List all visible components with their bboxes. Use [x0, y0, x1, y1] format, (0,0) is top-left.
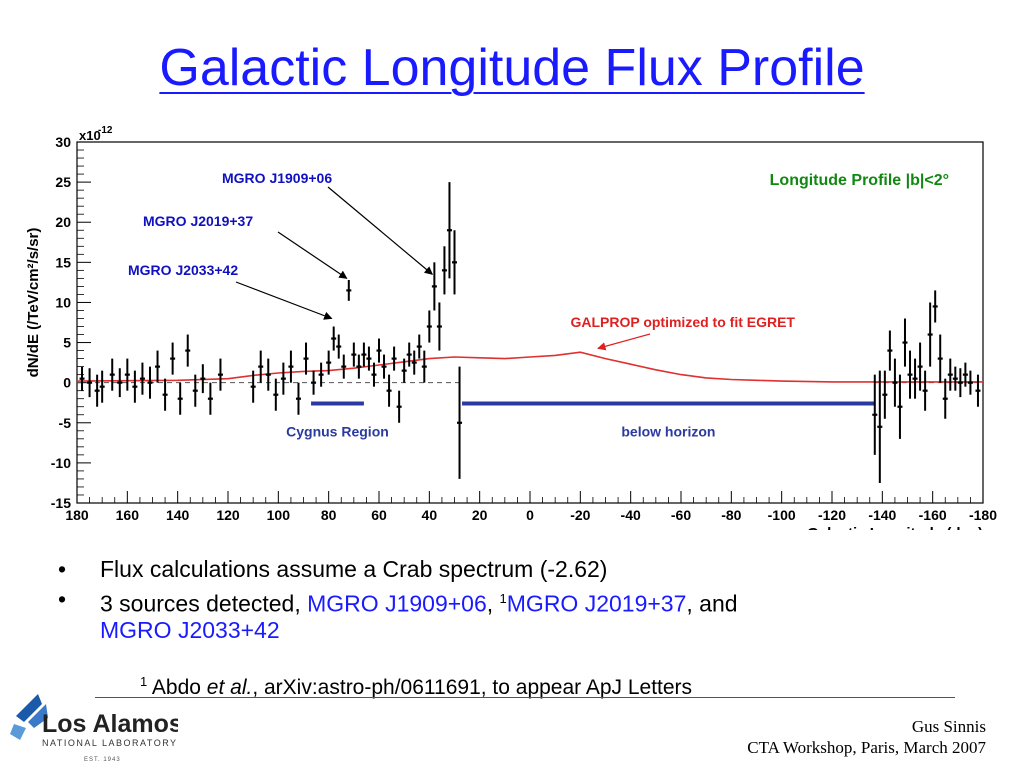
y-tick-label: 0	[63, 375, 71, 391]
author-name: Gus Sinnis	[911, 717, 986, 736]
footnote-text-2: , arXiv:astro-ph/0611691, to appear ApJ …	[252, 676, 693, 699]
footnote-text: Abdo	[147, 676, 207, 699]
x-tick-label: 80	[321, 507, 337, 523]
region-label: Cygnus Region	[286, 424, 389, 440]
source-annotation: MGRO J1909+06	[222, 170, 332, 186]
x-tick-label: -80	[721, 507, 741, 523]
annotation-arrow	[277, 231, 348, 279]
y-tick-label: 30	[55, 134, 71, 150]
x-tick-label: 160	[116, 507, 140, 523]
x-axis-label: Galactic Longitude (deg)	[807, 525, 983, 530]
y-tick-label: 5	[63, 335, 71, 351]
galprop-label: GALPROP optimized to fit EGRET	[570, 314, 795, 330]
footnote-ref: 1	[499, 591, 507, 606]
y-tick-label: -5	[59, 415, 72, 431]
x-tick-label: -100	[768, 507, 796, 523]
bullet-item-2: • 3 sources detected, MGRO J1909+06, 1MG…	[58, 586, 958, 643]
galprop-arrow	[597, 333, 651, 351]
separator-text: , and	[686, 590, 738, 617]
x-tick-label: 20	[472, 507, 488, 523]
source-annotation: MGRO J2019+37	[143, 213, 253, 229]
annotation-arrow	[235, 281, 333, 320]
y-tick-label: 20	[55, 214, 71, 230]
x-tick-label: -160	[919, 507, 947, 523]
x-tick-label: 40	[422, 507, 438, 523]
page-title: Galactic Longitude Flux Profile	[159, 39, 865, 97]
bullet-list: • Flux calculations assume a Crab spectr…	[58, 556, 958, 647]
footnote-italic: et al.	[206, 676, 253, 699]
x-tick-label: 0	[526, 507, 534, 523]
y-scale-factor: x10	[79, 128, 101, 143]
region-label: below horizon	[621, 424, 715, 440]
x-tick-label: -60	[671, 507, 691, 523]
event-name: CTA Workshop, Paris, March 2007	[747, 738, 986, 757]
x-tick-label: -20	[570, 507, 590, 523]
y-axis-label: dN/dE (/TeV/cm²/s/sr)	[25, 228, 42, 378]
bullet-text: Flux calculations assume a Crab spectrum…	[100, 556, 608, 582]
galprop-curve	[76, 351, 983, 383]
x-tick-label: 100	[267, 507, 291, 523]
y-tick-label: -10	[51, 455, 71, 471]
bullet-item-1: • Flux calculations assume a Crab spectr…	[58, 556, 958, 582]
source-annotation: MGRO J2033+42	[128, 262, 238, 278]
x-tick-label: 60	[371, 507, 387, 523]
legend-entry: Longitude Profile |b|<2°	[770, 172, 949, 189]
y-tick-label: 15	[55, 254, 71, 270]
x-tick-label: -120	[818, 507, 846, 523]
bullet-dot: •	[58, 556, 67, 582]
source-name-2: MGRO J2019+37	[506, 590, 687, 617]
footnote-marker: 1	[140, 674, 148, 689]
x-tick-label: 120	[216, 507, 240, 523]
x-tick-label: -140	[868, 507, 896, 523]
x-tick-label: 180	[65, 507, 89, 523]
source-name-3: MGRO J2033+42	[100, 616, 280, 643]
logo-subtitle: NATIONAL LABORATORY	[42, 738, 178, 748]
separator-text: ,	[486, 590, 500, 617]
x-tick-label: 140	[166, 507, 190, 523]
bullet-dot: •	[58, 586, 67, 612]
x-tick-label: -40	[621, 507, 641, 523]
logo-mark-icon	[10, 694, 48, 740]
los-alamos-logo: Los Alamos NATIONAL LABORATORY EST. 1943	[10, 694, 178, 763]
x-tick-label: -180	[969, 507, 997, 523]
logo-name: Los Alamos	[42, 710, 178, 738]
logo-est: EST. 1943	[84, 757, 121, 763]
y-tick-label: -15	[51, 495, 71, 511]
bullet-text: 3 sources detected,	[100, 590, 308, 617]
y-tick-label: 25	[55, 174, 71, 190]
source-name-1: MGRO J1909+06	[307, 590, 487, 617]
plot-frame	[76, 141, 984, 504]
flux-profile-chart: -15 -10 -5 0 5 10 15 20 25 30 180 160 140 120 100 80 60 4…	[25, 125, 997, 530]
y-scale-exponent: -12	[98, 125, 113, 136]
credit-block: Gus Sinnis CTA Workshop, Paris, March 20…	[747, 716, 986, 758]
y-tick-label: 10	[55, 294, 71, 310]
annotation-arrow	[327, 186, 434, 275]
footnote: 1 Abdo et al., arXiv:astro-ph/0611691, t…	[140, 674, 692, 700]
footnote-divider	[95, 697, 955, 698]
